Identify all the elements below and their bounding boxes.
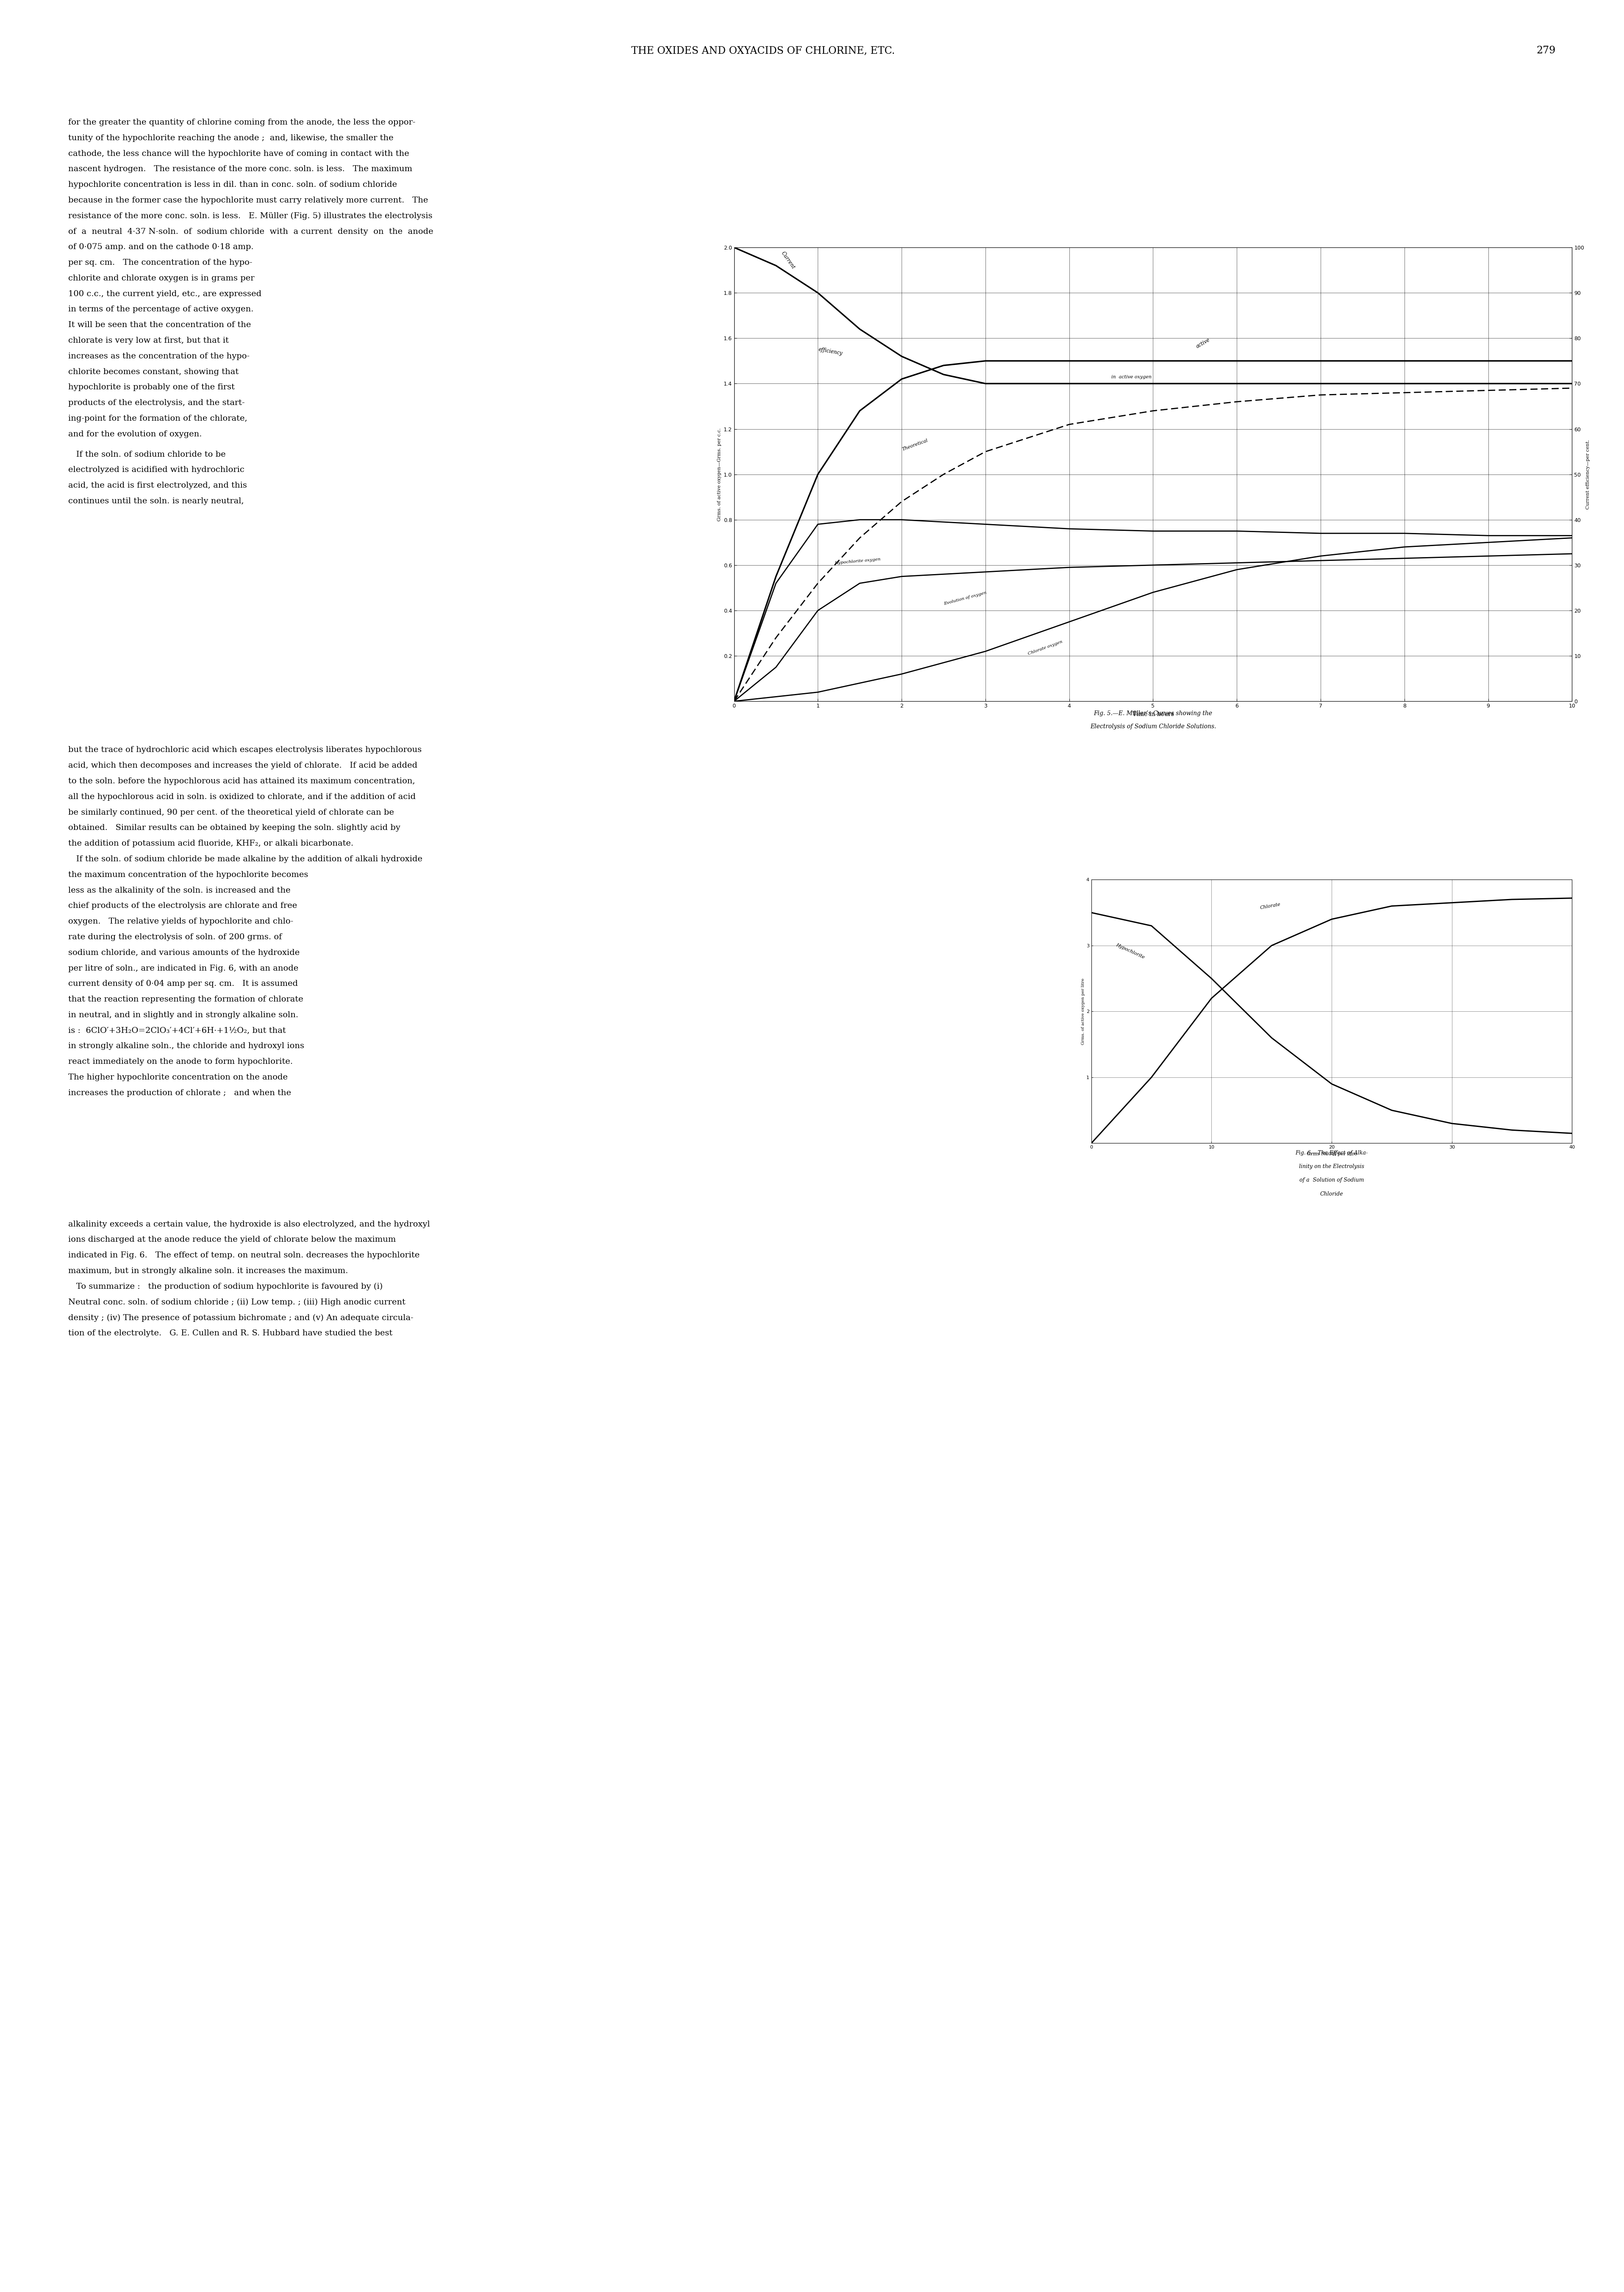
Text: that the reaction representing the formation of chlorate: that the reaction representing the forma…	[68, 995, 304, 1004]
Text: react immediately on the anode to form hypochlorite.: react immediately on the anode to form h…	[68, 1059, 292, 1066]
Text: Electrolysis of Sodium Chloride Solutions.: Electrolysis of Sodium Chloride Solution…	[1090, 724, 1216, 729]
Text: Chlorate: Chlorate	[1260, 903, 1281, 910]
Text: Fig. 5.—E. Müller’s Curves showing the: Fig. 5.—E. Müller’s Curves showing the	[1093, 711, 1213, 717]
Y-axis label: Grms. of active oxygen—Grms. per c.c.: Grms. of active oxygen—Grms. per c.c.	[718, 429, 721, 520]
Text: is :  6ClO′+3H₂O=2ClO₃′+4Cl′+6H·+1½O₂, but that: is : 6ClO′+3H₂O=2ClO₃′+4Cl′+6H·+1½O₂, bu…	[68, 1027, 286, 1034]
Text: ing-point for the formation of the chlorate,: ing-point for the formation of the chlor…	[68, 415, 247, 422]
Text: Chlorate oxygen: Chlorate oxygen	[1028, 639, 1064, 656]
Y-axis label: Current efficiency—per cent.: Current efficiency—per cent.	[1587, 440, 1590, 509]
Text: in terms of the percentage of active oxygen.: in terms of the percentage of active oxy…	[68, 305, 253, 314]
Text: chief products of the electrolysis are chlorate and free: chief products of the electrolysis are c…	[68, 903, 297, 910]
Text: cathode, the less chance will the hypochlorite have of coming in contact with th: cathode, the less chance will the hypoch…	[68, 149, 409, 158]
Text: ions discharged at the anode reduce the yield of chlorate below the maximum: ions discharged at the anode reduce the …	[68, 1235, 396, 1245]
Text: To summarize :   the production of sodium hypochlorite is favoured by (i): To summarize : the production of sodium …	[68, 1284, 383, 1290]
Text: in strongly alkaline soln., the chloride and hydroxyl ions: in strongly alkaline soln., the chloride…	[68, 1043, 304, 1050]
Text: sodium chloride, and various amounts of the hydroxide: sodium chloride, and various amounts of …	[68, 949, 300, 956]
Text: density ; (iv) The presence of potassium bichromate ; and (v) An adequate circul: density ; (iv) The presence of potassium…	[68, 1313, 414, 1322]
Text: If the soln. of sodium chloride be made alkaline by the addition of alkali hydro: If the soln. of sodium chloride be made …	[68, 855, 422, 864]
Text: linity on the Electrolysis: linity on the Electrolysis	[1299, 1164, 1364, 1169]
Text: of  a  neutral  4·37 N-soln.  of  sodium chloride  with  a current  density  on : of a neutral 4·37 N-soln. of sodium chlo…	[68, 227, 434, 236]
Text: Chloride: Chloride	[1320, 1192, 1343, 1196]
Text: oxygen.   The relative yields of hypochlorite and chlo-: oxygen. The relative yields of hypochlor…	[68, 917, 294, 926]
Text: It will be seen that the concentration of the: It will be seen that the concentration o…	[68, 321, 252, 328]
Text: indicated in Fig. 6.   The effect of temp. on neutral soln. decreases the hypoch: indicated in Fig. 6. The effect of temp.…	[68, 1251, 419, 1258]
Text: Hypochlorite oxygen: Hypochlorite oxygen	[835, 557, 880, 566]
Text: of a  Solution of Sodium: of a Solution of Sodium	[1299, 1178, 1364, 1183]
Text: If the soln. of sodium chloride to be: If the soln. of sodium chloride to be	[68, 452, 226, 458]
Text: alkalinity exceeds a certain value, the hydroxide is also electrolyzed, and the : alkalinity exceeds a certain value, the …	[68, 1219, 430, 1229]
Text: because in the former case the hypochlorite must carry relatively more current. : because in the former case the hypochlor…	[68, 197, 429, 204]
Text: resistance of the more conc. soln. is less.   E. Müller (Fig. 5) illustrates the: resistance of the more conc. soln. is le…	[68, 213, 432, 220]
Text: chlorate is very low at first, but that it: chlorate is very low at first, but that …	[68, 337, 229, 344]
Text: per litre of soln., are indicated in Fig. 6, with an anode: per litre of soln., are indicated in Fig…	[68, 965, 299, 972]
Text: chlorite and chlorate oxygen is in grams per: chlorite and chlorate oxygen is in grams…	[68, 275, 255, 282]
Text: per sq. cm.   The concentration of the hypo-: per sq. cm. The concentration of the hyp…	[68, 259, 252, 266]
Text: maximum, but in strongly alkaline soln. it increases the maximum.: maximum, but in strongly alkaline soln. …	[68, 1267, 348, 1274]
Text: and for the evolution of oxygen.: and for the evolution of oxygen.	[68, 431, 201, 438]
Text: tion of the electrolyte.   G. E. Cullen and R. S. Hubbard have studied the best: tion of the electrolyte. G. E. Cullen an…	[68, 1329, 393, 1336]
Text: increases the production of chlorate ;   and when the: increases the production of chlorate ; a…	[68, 1089, 291, 1098]
Text: the maximum concentration of the hypochlorite becomes: the maximum concentration of the hypochl…	[68, 871, 309, 878]
Text: rate during the electrolysis of soln. of 200 grms. of: rate during the electrolysis of soln. of…	[68, 933, 283, 942]
Text: Theoretical: Theoretical	[901, 438, 929, 452]
Text: products of the electrolysis, and the start-: products of the electrolysis, and the st…	[68, 399, 245, 406]
Text: Fig. 6.—The Effect of Alka-: Fig. 6.—The Effect of Alka-	[1296, 1151, 1367, 1155]
Text: in  active oxygen: in active oxygen	[1111, 376, 1151, 378]
Text: The higher hypochlorite concentration on the anode: The higher hypochlorite concentration on…	[68, 1073, 287, 1082]
Text: nascent hydrogen.   The resistance of the more conc. soln. is less.   The maximu: nascent hydrogen. The resistance of the …	[68, 165, 412, 172]
Text: for the greater the quantity of chlorine coming from the anode, the less the opp: for the greater the quantity of chlorine…	[68, 119, 416, 126]
Text: hypochlorite concentration is less in dil. than in conc. soln. of sodium chlorid: hypochlorite concentration is less in di…	[68, 181, 396, 188]
Text: be similarly continued, 90 per cent. of the theoretical yield of chlorate can be: be similarly continued, 90 per cent. of …	[68, 809, 395, 816]
Text: Evolution of oxygen: Evolution of oxygen	[944, 591, 987, 605]
Text: continues until the soln. is nearly neutral,: continues until the soln. is nearly neut…	[68, 497, 244, 504]
Text: increases as the concentration of the hypo-: increases as the concentration of the hy…	[68, 353, 250, 360]
Text: acid, which then decomposes and increases the yield of chlorate.   If acid be ad: acid, which then decomposes and increase…	[68, 761, 417, 770]
Text: obtained.   Similar results can be obtained by keeping the soln. slightly acid b: obtained. Similar results can be obtaine…	[68, 825, 401, 832]
Text: electrolyzed is acidified with hydrochloric: electrolyzed is acidified with hydrochlo…	[68, 465, 244, 474]
Text: in neutral, and in slightly and in strongly alkaline soln.: in neutral, and in slightly and in stron…	[68, 1011, 299, 1020]
Text: THE OXIDES AND OXYACIDS OF CHLORINE, ETC.: THE OXIDES AND OXYACIDS OF CHLORINE, ETC…	[632, 46, 895, 55]
X-axis label: Time in hours: Time in hours	[1132, 711, 1174, 717]
Text: but the trace of hydrochloric acid which escapes electrolysis liberates hypochlo: but the trace of hydrochloric acid which…	[68, 747, 422, 754]
Text: Hypochlorite: Hypochlorite	[1116, 942, 1145, 960]
Text: current density of 0·04 amp per sq. cm.   It is assumed: current density of 0·04 amp per sq. cm. …	[68, 981, 297, 988]
Text: less as the alkalinity of the soln. is increased and the: less as the alkalinity of the soln. is i…	[68, 887, 291, 894]
Text: Current: Current	[780, 250, 796, 270]
Text: of 0·075 amp. and on the cathode 0·18 amp.: of 0·075 amp. and on the cathode 0·18 am…	[68, 243, 253, 250]
Text: hypochlorite is probably one of the first: hypochlorite is probably one of the firs…	[68, 383, 235, 392]
Text: efficiency: efficiency	[818, 346, 843, 355]
Text: 279: 279	[1536, 46, 1556, 55]
Text: all the hypochlorous acid in soln. is oxidized to chlorate, and if the addition : all the hypochlorous acid in soln. is ox…	[68, 793, 416, 800]
Text: 100 c.c., the current yield, etc., are expressed: 100 c.c., the current yield, etc., are e…	[68, 291, 261, 298]
Text: chlorite becomes constant, showing that: chlorite becomes constant, showing that	[68, 369, 239, 376]
Text: tunity of the hypochlorite reaching the anode ;  and, likewise, the smaller the: tunity of the hypochlorite reaching the …	[68, 135, 393, 142]
Text: active: active	[1195, 337, 1212, 351]
Text: acid, the acid is first electrolyzed, and this: acid, the acid is first electrolyzed, an…	[68, 481, 247, 490]
Y-axis label: Grms. of active oxygen per litre: Grms. of active oxygen per litre	[1082, 979, 1085, 1045]
X-axis label: Grms NaOH per litre: Grms NaOH per litre	[1306, 1153, 1358, 1155]
Text: the addition of potassium acid fluoride, KHF₂, or alkali bicarbonate.: the addition of potassium acid fluoride,…	[68, 839, 354, 848]
Text: to the soln. before the hypochlorous acid has attained its maximum concentration: to the soln. before the hypochlorous aci…	[68, 777, 416, 786]
Text: Neutral conc. soln. of sodium chloride ; (ii) Low temp. ; (iii) High anodic curr: Neutral conc. soln. of sodium chloride ;…	[68, 1297, 406, 1306]
